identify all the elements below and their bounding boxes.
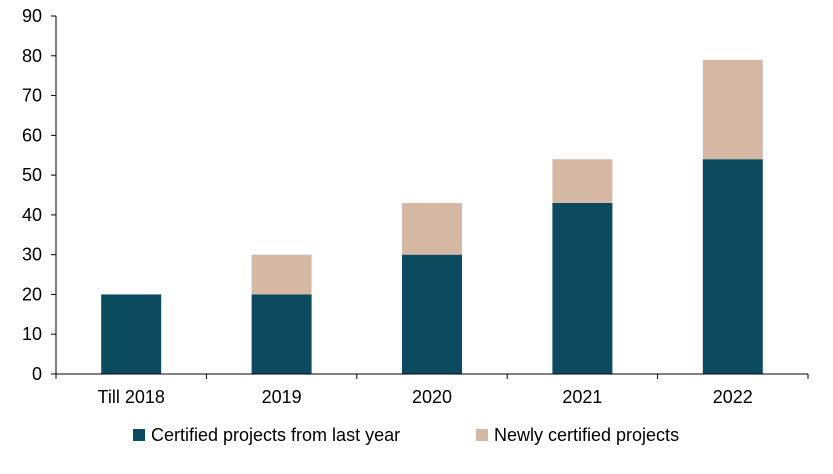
x-tick-label: 2022 bbox=[713, 387, 753, 407]
bar-series1-till-2018 bbox=[101, 294, 162, 374]
y-tick-label: 0 bbox=[32, 364, 42, 384]
y-tick-label: 10 bbox=[22, 324, 42, 344]
bar-series1-2022 bbox=[702, 159, 763, 374]
bar-series1-2020 bbox=[402, 254, 462, 374]
axes-group: Till 2018 2019 2020 2021 2022 0 10 20 30 40 50 60 70… bbox=[22, 6, 809, 407]
legend-swatch-series1 bbox=[133, 429, 145, 441]
y-tick-label: 70 bbox=[22, 86, 42, 106]
x-tick-label: 2019 bbox=[262, 387, 302, 407]
legend-swatch-series2 bbox=[476, 429, 488, 441]
y-tick-label: 60 bbox=[22, 125, 42, 145]
x-tick-label: 2020 bbox=[412, 387, 452, 407]
x-tick-label: Till 2018 bbox=[98, 387, 165, 407]
legend: Certified projects from last year Newly c… bbox=[133, 425, 679, 445]
y-tick-label: 50 bbox=[22, 165, 42, 185]
bar-series2-2021 bbox=[552, 159, 613, 203]
legend-label-series2: Newly certified projects bbox=[494, 425, 679, 445]
y-tick-label: 80 bbox=[22, 46, 42, 66]
y-tick-label: 90 bbox=[22, 6, 42, 26]
bar-series2-2020 bbox=[402, 202, 462, 255]
bars-group bbox=[101, 59, 763, 374]
y-tick-label: 20 bbox=[22, 284, 42, 304]
bar-series2-2019 bbox=[251, 254, 312, 295]
y-tick-label: 40 bbox=[22, 205, 42, 225]
legend-label-series1: Certified projects from last year bbox=[151, 425, 400, 445]
y-tick-label: 30 bbox=[22, 245, 42, 265]
bar-series1-2019 bbox=[251, 294, 312, 374]
bar-series1-2021 bbox=[552, 202, 613, 374]
bar-series2-2022 bbox=[702, 59, 763, 160]
x-tick-label: 2021 bbox=[562, 387, 602, 407]
